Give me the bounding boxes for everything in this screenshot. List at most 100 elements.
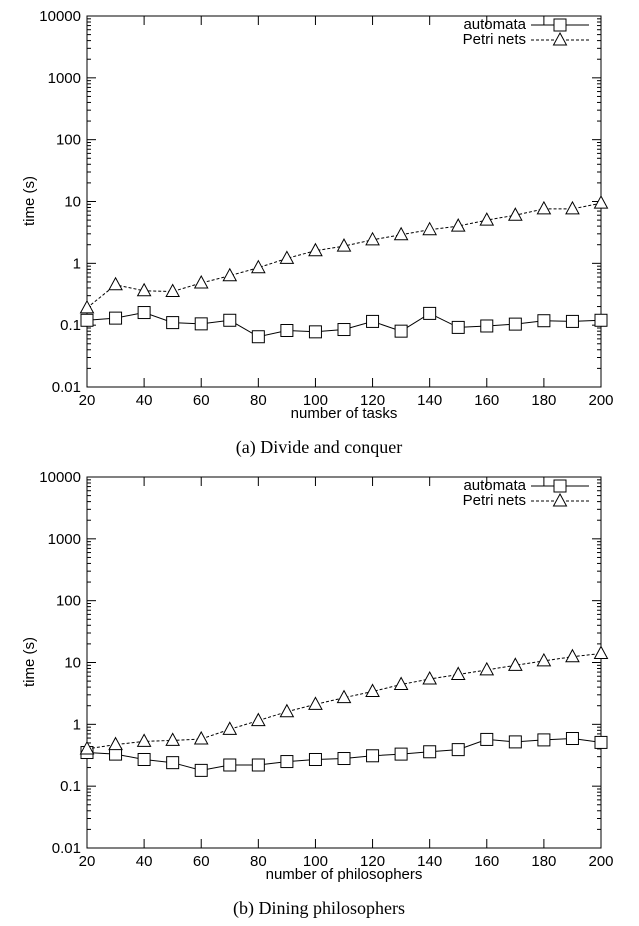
y-tick-label: 0.1 — [60, 317, 81, 334]
x-tick-label: 80 — [250, 392, 267, 409]
data-point-square — [194, 763, 208, 777]
data-point-triangle — [479, 212, 495, 226]
data-point-triangle — [422, 670, 438, 685]
data-point-square — [194, 317, 208, 331]
y-tick-label: 0.01 — [52, 840, 81, 857]
data-point-square — [423, 306, 437, 320]
x-tick-label: 200 — [588, 853, 613, 870]
data-point-square — [594, 313, 608, 327]
chart-panel-divide-and-conquer: time (s) number of tasks (a) Divide and … — [21, 8, 614, 458]
x-tick-label: 180 — [531, 853, 556, 870]
x-tick-label: 140 — [417, 392, 442, 409]
data-point-triangle — [365, 231, 380, 246]
y-tick-label: 10 — [64, 194, 81, 211]
data-point-triangle — [79, 740, 95, 755]
data-point-triangle — [565, 648, 580, 663]
data-point-square — [366, 314, 380, 328]
data-point-triangle — [365, 683, 380, 697]
legend-label-petri-nets: Petri nets — [463, 492, 526, 509]
y-tick-label: 10 — [64, 655, 81, 672]
legend-marker-square — [553, 18, 567, 32]
data-point-square — [537, 314, 551, 328]
data-point-triangle — [308, 696, 323, 710]
x-tick-label: 200 — [588, 392, 613, 409]
data-point-square — [109, 311, 123, 325]
x-tick-label: 140 — [417, 853, 442, 870]
series-line-petri-nets — [86, 202, 602, 309]
legend-marker-triangle — [552, 492, 568, 507]
data-point-square — [80, 313, 94, 327]
figure-caption: (a) Divide and conquer — [236, 437, 402, 458]
data-point-triangle — [393, 226, 409, 241]
data-point-triangle — [250, 259, 266, 274]
y-tick-label: 0.1 — [60, 778, 81, 795]
x-axis-label: number of tasks — [291, 405, 398, 422]
data-point-triangle — [279, 250, 295, 264]
data-point-triangle — [450, 666, 466, 680]
legend-marker-triangle — [552, 31, 568, 46]
legend-marker-square — [553, 479, 567, 493]
data-point-square — [308, 752, 322, 766]
data-point-triangle — [108, 736, 123, 751]
data-point-square — [251, 758, 265, 772]
y-axis-label: time (s) — [21, 637, 38, 687]
x-axis-label: number of philosophers — [266, 866, 423, 883]
data-point-triangle — [507, 657, 523, 671]
data-point-triangle — [450, 218, 466, 232]
data-point-square — [137, 752, 151, 766]
data-point-square — [594, 735, 608, 749]
data-point-triangle — [136, 733, 152, 747]
data-point-triangle — [536, 200, 552, 215]
x-tick-label: 40 — [136, 392, 153, 409]
data-point-triangle — [136, 282, 152, 297]
y-tick-label: 1 — [73, 255, 81, 272]
legend-label-petri-nets: Petri nets — [463, 31, 526, 48]
x-tick-label: 120 — [360, 853, 385, 870]
data-point-triangle — [336, 689, 352, 704]
data-point-square — [480, 732, 494, 746]
x-tick-label: 60 — [193, 392, 210, 409]
data-point-triangle — [193, 730, 209, 745]
data-point-triangle — [108, 276, 123, 291]
x-tick-label: 160 — [474, 392, 499, 409]
data-point-triangle — [593, 195, 609, 209]
data-point-triangle — [308, 242, 323, 257]
x-tick-label: 160 — [474, 853, 499, 870]
legend-label-automata: automata — [463, 477, 526, 494]
data-point-triangle — [165, 283, 181, 298]
legend-label-automata: automata — [463, 16, 526, 33]
legend: automata Petri nets — [463, 16, 589, 48]
data-point-triangle — [250, 712, 266, 727]
data-point-square — [308, 325, 322, 339]
data-point-triangle — [479, 661, 495, 676]
data-point-triangle — [565, 200, 580, 215]
data-point-square — [480, 319, 494, 333]
x-tick-label: 120 — [360, 392, 385, 409]
plot-frame — [86, 476, 602, 849]
y-tick-label: 10000 — [39, 8, 81, 25]
data-point-triangle — [536, 652, 552, 667]
x-tick-label: 80 — [250, 853, 267, 870]
y-tick-label: 100 — [56, 593, 81, 610]
data-point-square — [394, 324, 408, 338]
y-axis-label: time (s) — [21, 176, 38, 226]
x-tick-label: 40 — [136, 853, 153, 870]
x-tick-label: 180 — [531, 392, 556, 409]
data-point-square — [508, 317, 522, 331]
y-tick-label: 100 — [56, 132, 81, 149]
x-tick-label: 100 — [303, 392, 328, 409]
data-point-square — [166, 756, 180, 770]
chart-panel-dining-philosophers: time (s) number of philosophers (b) Dini… — [21, 469, 614, 919]
data-point-triangle — [393, 676, 409, 691]
data-point-triangle — [79, 299, 95, 314]
y-tick-label: 10000 — [39, 469, 81, 486]
data-point-square — [166, 316, 180, 330]
data-point-square — [565, 732, 579, 746]
data-point-square — [223, 313, 237, 327]
data-point-square — [537, 733, 551, 747]
x-tick-label: 60 — [193, 853, 210, 870]
data-point-triangle — [422, 221, 438, 236]
data-point-triangle — [165, 732, 181, 746]
x-tick-label: 100 — [303, 853, 328, 870]
